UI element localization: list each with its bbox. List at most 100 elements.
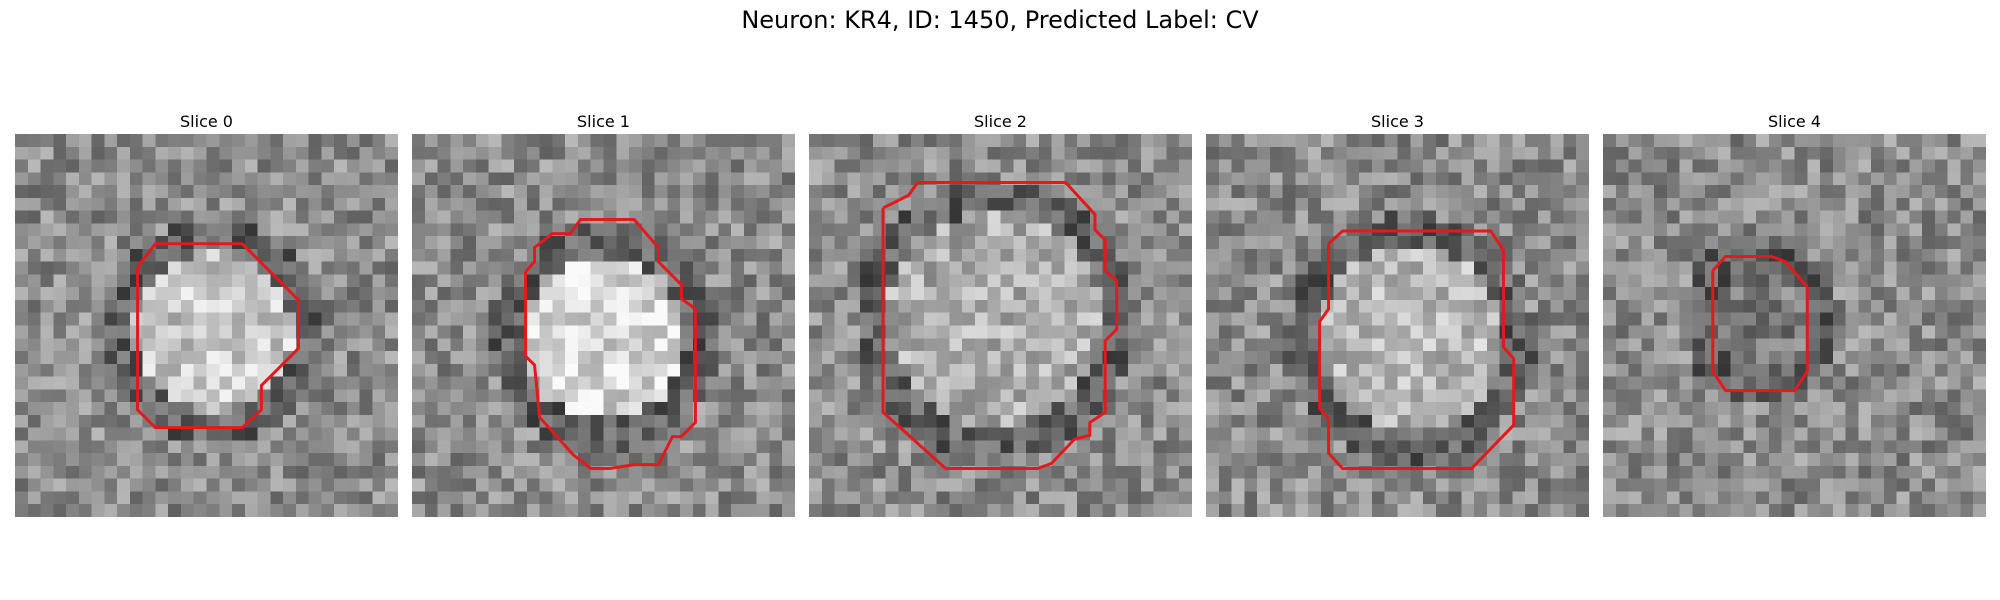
pixel xyxy=(1922,261,1936,275)
pixel xyxy=(1397,312,1411,326)
pixel xyxy=(526,274,540,288)
pixel xyxy=(488,414,502,428)
pixel xyxy=(705,491,719,505)
pixel xyxy=(359,236,373,250)
pixel xyxy=(1051,504,1065,517)
pixel xyxy=(1845,312,1859,326)
pixel xyxy=(219,376,233,390)
pixel xyxy=(15,197,29,211)
pixel xyxy=(974,491,988,505)
pixel xyxy=(565,465,579,479)
pixel xyxy=(155,363,169,377)
pixel xyxy=(219,351,233,365)
pixel xyxy=(616,146,630,160)
pixel xyxy=(1654,287,1668,301)
pixel xyxy=(1410,312,1424,326)
pixel xyxy=(244,236,258,250)
pixel xyxy=(1218,287,1232,301)
pixel xyxy=(129,491,143,505)
pixel xyxy=(911,210,925,224)
pixel xyxy=(526,299,540,313)
pixel xyxy=(1641,274,1655,288)
pixel xyxy=(680,465,694,479)
pixel xyxy=(526,185,540,199)
pixel xyxy=(244,402,258,416)
pixel xyxy=(949,274,963,288)
pixel xyxy=(1308,427,1322,441)
pixel xyxy=(1692,185,1706,199)
pixel xyxy=(1883,440,1897,454)
pixel xyxy=(1679,274,1693,288)
pixel xyxy=(1692,172,1706,186)
pixel xyxy=(821,159,835,173)
pixel xyxy=(1717,134,1731,148)
pixel xyxy=(1768,453,1782,467)
pixel xyxy=(1089,261,1103,275)
pixel xyxy=(412,363,426,377)
pixel xyxy=(1717,491,1731,505)
pixel xyxy=(743,325,757,339)
pixel xyxy=(1013,363,1027,377)
pixel xyxy=(1333,159,1347,173)
pixel xyxy=(450,274,464,288)
pixel xyxy=(1768,478,1782,492)
pixel xyxy=(1397,146,1411,160)
pixel xyxy=(1858,146,1872,160)
pixel xyxy=(860,338,874,352)
pixel xyxy=(1896,274,1910,288)
pixel xyxy=(463,159,477,173)
pixel xyxy=(193,465,207,479)
pixel xyxy=(1371,159,1385,173)
pixel xyxy=(104,427,118,441)
pixel xyxy=(270,504,284,517)
pixel xyxy=(667,299,681,313)
pixel xyxy=(295,185,309,199)
pixel xyxy=(334,478,348,492)
pixel xyxy=(641,172,655,186)
pixel xyxy=(91,465,105,479)
pixel xyxy=(1909,325,1923,339)
pixel xyxy=(1794,312,1808,326)
pixel xyxy=(1794,287,1808,301)
pixel xyxy=(142,389,156,403)
pixel xyxy=(731,312,745,326)
pixel xyxy=(372,287,386,301)
pixel xyxy=(1128,440,1142,454)
pixel xyxy=(1359,210,1373,224)
pixel xyxy=(1486,197,1500,211)
pixel xyxy=(705,376,719,390)
pixel xyxy=(15,274,29,288)
pixel xyxy=(437,274,451,288)
pixel xyxy=(1397,414,1411,428)
pixel xyxy=(1603,427,1617,441)
pixel xyxy=(1038,248,1052,262)
pixel xyxy=(1654,223,1668,237)
pixel xyxy=(590,414,604,428)
pixel xyxy=(1563,427,1577,441)
pixel xyxy=(860,274,874,288)
pixel xyxy=(1947,440,1961,454)
pixel xyxy=(603,236,617,250)
pixel xyxy=(104,223,118,237)
pixel xyxy=(782,236,795,250)
pixel xyxy=(987,248,1001,262)
pixel xyxy=(321,325,335,339)
pixel xyxy=(1654,376,1668,390)
pixel xyxy=(1346,261,1360,275)
pixel xyxy=(1896,465,1910,479)
pixel xyxy=(1359,172,1373,186)
pixel xyxy=(450,299,464,313)
pixel xyxy=(526,453,540,467)
pixel xyxy=(104,376,118,390)
pixel xyxy=(898,504,912,517)
pixel xyxy=(1257,223,1271,237)
pixel xyxy=(1832,325,1846,339)
pixel xyxy=(1038,414,1052,428)
pixel xyxy=(1654,261,1668,275)
pixel xyxy=(1512,172,1526,186)
pixel xyxy=(1807,146,1821,160)
pixel xyxy=(1576,351,1589,365)
pixel xyxy=(1896,236,1910,250)
pixel xyxy=(385,389,398,403)
pixel xyxy=(1435,453,1449,467)
